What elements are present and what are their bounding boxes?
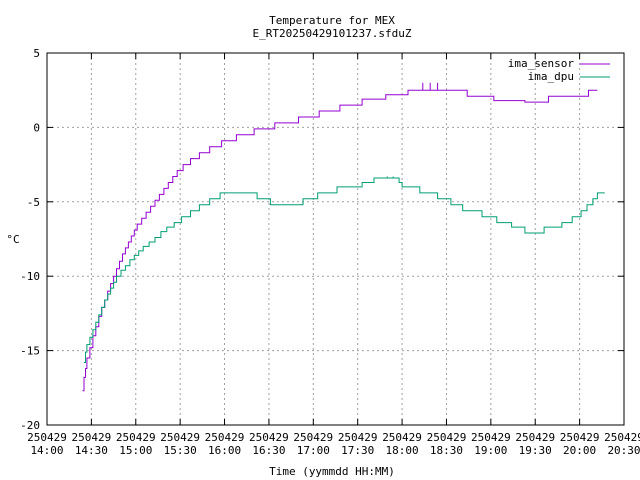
x-tick-label-date: 250429: [293, 431, 333, 444]
x-tick-label-time: 16:30: [252, 444, 285, 457]
y-tick-label: 5: [33, 47, 40, 60]
y-axis-label: °C: [6, 233, 19, 246]
x-tick-label-date: 250429: [27, 431, 67, 444]
x-tick-label-time: 17:00: [297, 444, 330, 457]
x-tick-label-date: 250429: [160, 431, 200, 444]
y-tick-label: -5: [27, 196, 40, 209]
x-tick-label-date: 250429: [72, 431, 112, 444]
x-tick-label-time: 14:30: [75, 444, 108, 457]
x-tick-label-time: 14:00: [30, 444, 63, 457]
x-tick-label-time: 20:30: [607, 444, 640, 457]
chart-subtitle: E_RT20250429101237.sfduZ: [253, 27, 412, 40]
y-tick-label: -10: [20, 270, 40, 283]
y-tick-label: 0: [33, 121, 40, 134]
grid-lines: [47, 53, 624, 425]
x-tick-label-date: 250429: [116, 431, 156, 444]
x-tick-label-date: 250429: [515, 431, 555, 444]
y-tick-label: -20: [20, 419, 40, 432]
x-tick-label-time: 15:30: [164, 444, 197, 457]
x-tick-label-time: 19:00: [474, 444, 507, 457]
x-axis-label: Time (yymmdd HH:MM): [269, 465, 395, 478]
legend-label-ima-sensor: ima_sensor: [508, 57, 575, 70]
x-tick-label-time: 19:30: [519, 444, 552, 457]
x-tick-label-date: 250429: [471, 431, 511, 444]
series-lines: [82, 82, 605, 392]
x-tick-label-date: 250429: [604, 431, 640, 444]
x-tick-label-date: 250429: [560, 431, 600, 444]
plot-border: [46, 52, 625, 426]
x-tick-label-date: 250429: [249, 431, 289, 444]
legend-label-ima-dpu: ima_dpu: [528, 70, 574, 83]
legend: ima_sensor ima_dpu: [508, 57, 610, 83]
series-line-ima-sensor: [82, 89, 598, 392]
axis-ticks: 50-5-10-15-2025042914:0025042914:3025042…: [20, 47, 640, 457]
y-tick-label: -15: [20, 345, 40, 358]
x-tick-label-time: 18:30: [430, 444, 463, 457]
x-tick-label-time: 15:00: [119, 444, 152, 457]
x-tick-label-date: 250429: [338, 431, 378, 444]
series-line-ima-dpu: [84, 177, 605, 363]
x-tick-label-date: 250429: [382, 431, 422, 444]
x-tick-label-time: 16:00: [208, 444, 241, 457]
chart-title: Temperature for MEX: [269, 14, 395, 27]
x-tick-label-time: 20:00: [563, 444, 596, 457]
x-tick-label-date: 250429: [205, 431, 245, 444]
x-tick-label-time: 18:00: [386, 444, 419, 457]
x-tick-label-date: 250429: [427, 431, 467, 444]
x-tick-label-time: 17:30: [341, 444, 374, 457]
